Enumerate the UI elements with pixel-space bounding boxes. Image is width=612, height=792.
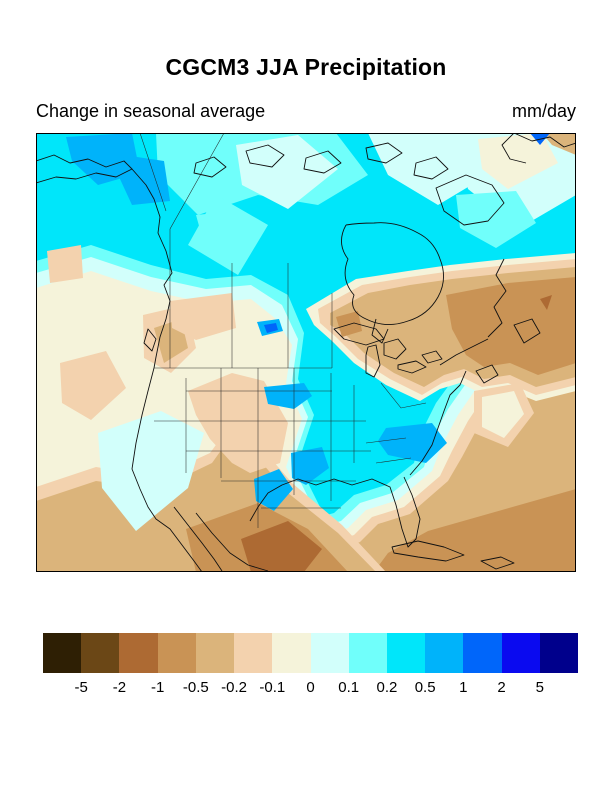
- figure-title: CGCM3 JJA Precipitation: [165, 54, 447, 80]
- map-canvas: [36, 133, 576, 572]
- colorbar-tick-label: -2: [112, 679, 127, 696]
- subtitle-row: Change in seasonal average mm/day: [36, 101, 576, 125]
- colorbar-tick-label: -5: [74, 679, 88, 696]
- colorbar-cell: [386, 633, 426, 673]
- colorbar-cell: [234, 633, 273, 673]
- colorbar-tick-label: 0: [306, 679, 315, 696]
- colorbar-cell: [43, 633, 82, 673]
- subtitle-label: Change in seasonal average: [36, 101, 266, 121]
- colorbar: [43, 633, 579, 673]
- colorbar-labels: -5 -2 -1 -0.5 -0.2 -0.1 0 0.1 0.2 0.5 1 2 5: [43, 679, 578, 699]
- colorbar-cell: [463, 633, 502, 673]
- colorbar-tick-label: -0.1: [259, 679, 286, 696]
- colorbar-cell: [119, 633, 158, 673]
- colorbar-cell: [157, 633, 196, 673]
- colorbar-cell: [81, 633, 120, 673]
- colorbar-tick-label: 5: [535, 679, 544, 696]
- map-frame: [36, 133, 576, 572]
- colorbar-tick-label: -1: [150, 679, 165, 696]
- colorbar-cell: [310, 633, 349, 673]
- colorbar-tick-label: -0.2: [221, 679, 247, 696]
- coastlines: [36, 133, 576, 572]
- colorbar-tick-label: 2: [497, 679, 506, 696]
- colorbar-cell: [539, 633, 579, 673]
- precipitation-map: [36, 133, 576, 572]
- colorbar-cell: [272, 633, 311, 673]
- colorbar-tick-label: 0.5: [414, 679, 436, 696]
- colorbar-cell: [348, 633, 387, 673]
- colorbar-cell: [425, 633, 464, 673]
- state-borders: [139, 133, 427, 528]
- colorbar-tick-label: 0.1: [338, 679, 360, 696]
- colorbar-tick-label: 1: [459, 679, 468, 696]
- colorbar-tick-label: 0.2: [376, 679, 398, 696]
- colorbar-tick-label: -0.5: [182, 679, 209, 696]
- units-label: mm/day: [511, 101, 576, 121]
- colorbar-cell: [501, 633, 540, 673]
- colorbar-cell: [195, 633, 235, 673]
